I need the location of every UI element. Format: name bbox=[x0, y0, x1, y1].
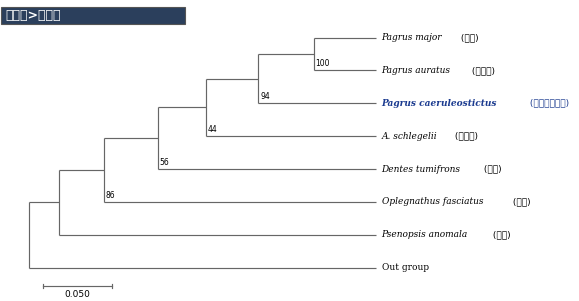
Text: Pagrus caeruleostictus: Pagrus caeruleostictus bbox=[382, 99, 497, 108]
Text: 농어목>도미과: 농어목>도미과 bbox=[6, 9, 61, 22]
Text: Dentes tumifrons: Dentes tumifrons bbox=[382, 165, 460, 174]
Text: (감성돔): (감성돔) bbox=[452, 132, 478, 141]
Text: (돌돔): (돌돔) bbox=[510, 197, 530, 206]
Text: A. schlegelii: A. schlegelii bbox=[382, 132, 437, 141]
Text: Pagrus major: Pagrus major bbox=[382, 33, 442, 42]
Text: 0.050: 0.050 bbox=[65, 290, 91, 299]
Text: Pagrus auratus: Pagrus auratus bbox=[382, 66, 450, 75]
Text: (대서양실붉돔): (대서양실붉돔) bbox=[527, 99, 569, 108]
Text: (샛돔): (샛돔) bbox=[490, 230, 511, 239]
Text: (금색돔): (금색돔) bbox=[468, 66, 494, 75]
Text: 44: 44 bbox=[208, 125, 218, 134]
Text: 86: 86 bbox=[105, 191, 115, 200]
Text: Psenopsis anomala: Psenopsis anomala bbox=[382, 230, 468, 239]
Text: Oplegnathus fasciatus: Oplegnathus fasciatus bbox=[382, 197, 483, 206]
FancyBboxPatch shape bbox=[1, 7, 185, 24]
Text: (황돔): (황돔) bbox=[481, 165, 502, 174]
Text: Out group: Out group bbox=[382, 263, 428, 272]
Text: 56: 56 bbox=[159, 158, 169, 167]
Text: 94: 94 bbox=[260, 92, 270, 101]
Text: (참돔): (참돔) bbox=[458, 33, 478, 42]
Text: 100: 100 bbox=[316, 60, 330, 68]
